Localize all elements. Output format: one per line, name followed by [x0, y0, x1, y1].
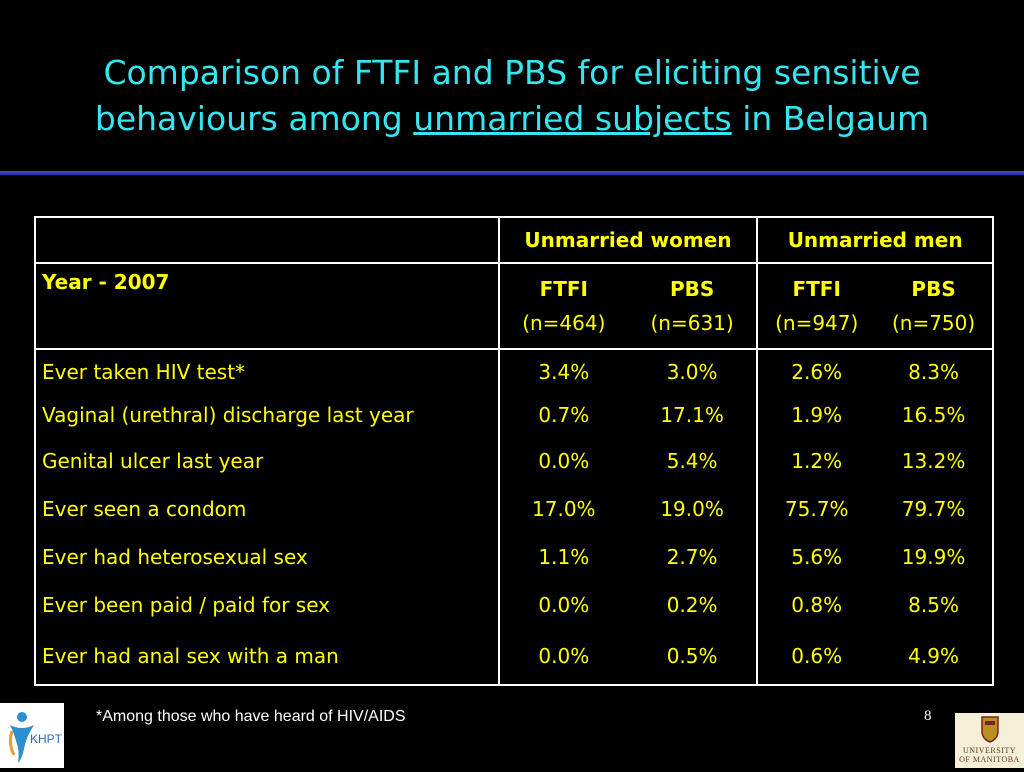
value-cell: 8.3%	[908, 360, 959, 384]
value-cell: 0.0%	[538, 593, 590, 617]
value-cell: 0.7%	[538, 403, 590, 427]
header-unmarried-women: Unmarried women	[497, 216, 759, 264]
header-unmarried-men: Unmarried men	[756, 216, 994, 264]
women-methods-cell: FTFI PBS (n=464) (n=631)	[497, 262, 759, 350]
title-line-1: Comparison of FTFI and PBS for eliciting…	[103, 53, 921, 92]
value-cell: 1.1%	[538, 545, 590, 569]
value-cell: 17.0%	[532, 497, 596, 521]
value-cell: 75.7%	[784, 497, 849, 521]
women-value-list: 3.4% 3.0% 0.7% 17.1% 0.0% 5.4% 17.0% 19.0% 1…	[500, 351, 757, 683]
row-label: Ever been paid / paid for sex	[42, 593, 330, 617]
data-block-row: Ever taken HIV test* Vaginal (urethral) …	[34, 348, 994, 686]
value-cell: 1.9%	[791, 403, 843, 427]
value-row: 5.6% 19.9%	[758, 533, 992, 581]
row-label: Ever had anal sex with a man	[42, 644, 339, 668]
group-header-row: Unmarried women Unmarried men	[34, 216, 994, 264]
value-cell: 1.2%	[791, 449, 843, 473]
value-row: 1.9% 16.5%	[758, 393, 992, 437]
comparison-table: Unmarried women Unmarried men Year - 200…	[34, 216, 994, 686]
title-line-2-start: behaviours among	[94, 99, 414, 138]
row-label: Vaginal (urethral) discharge last year	[42, 403, 414, 427]
footnote: *Among those who have heard of HIV/AIDS	[96, 708, 406, 725]
sample-size: (n=750)	[891, 311, 976, 335]
value-cell: 0.5%	[666, 644, 718, 668]
value-cell: 17.1%	[660, 403, 724, 427]
row-labels-column: Ever taken HIV test* Vaginal (urethral) …	[34, 348, 500, 686]
value-cell: 0.6%	[791, 644, 843, 668]
sample-size: (n=631)	[650, 311, 734, 335]
method-name: FTFI	[792, 277, 841, 301]
value-cell: 5.6%	[791, 545, 843, 569]
method-name: PBS	[669, 277, 715, 301]
method-name: FTFI	[539, 277, 588, 301]
value-row: 75.7% 79.7%	[758, 485, 992, 533]
university-logo-line-2: of Manitoba	[959, 755, 1020, 764]
value-cell: 2.7%	[666, 545, 718, 569]
value-cell: 0.0%	[538, 644, 590, 668]
value-row: 3.4% 3.0%	[500, 351, 757, 393]
khpt-logo-icon: KHPT	[8, 712, 63, 763]
slide-title: Comparison of FTFI and PBS for eliciting…	[0, 50, 1024, 142]
title-divider	[0, 171, 1024, 175]
value-row: 2.6% 8.3%	[758, 351, 992, 393]
khpt-logo: KHPT	[0, 703, 64, 768]
row-label-list: Ever taken HIV test* Vaginal (urethral) …	[42, 351, 498, 683]
value-row: 0.0% 0.5%	[500, 629, 757, 683]
value-row: 0.6% 4.9%	[758, 629, 992, 683]
value-cell: 8.5%	[908, 593, 959, 617]
value-cell: 5.4%	[666, 449, 718, 473]
value-cell: 19.0%	[660, 497, 724, 521]
value-cell: 3.0%	[666, 360, 718, 384]
university-logo-text: University of Manitoba	[955, 746, 1024, 764]
year-label: Year - 2007	[34, 262, 500, 350]
men-values-column: 2.6% 8.3% 1.9% 16.5% 1.2% 13.2% 75.7% 79.7% …	[756, 348, 994, 686]
value-row: 0.0% 0.2%	[500, 581, 757, 629]
sample-size: (n=464)	[522, 311, 606, 335]
method-name: PBS	[911, 277, 956, 301]
value-row: 1.2% 13.2%	[758, 437, 992, 485]
page-number: 8	[924, 708, 932, 724]
men-sample-sizes: (n=947) (n=750)	[758, 311, 992, 335]
value-cell: 4.9%	[908, 644, 959, 668]
university-logo: University of Manitoba	[955, 713, 1024, 768]
title-line-2-end: in Belgaum	[731, 99, 930, 138]
value-row: 1.1% 2.7%	[500, 533, 757, 581]
women-method-names: FTFI PBS	[500, 277, 757, 301]
value-cell: 16.5%	[901, 403, 966, 427]
value-cell: 0.8%	[791, 593, 843, 617]
value-cell: 79.7%	[901, 497, 966, 521]
value-cell: 13.2%	[901, 449, 966, 473]
row-label: Ever had heterosexual sex	[42, 545, 308, 569]
title-underlined-text: unmarried subjects	[413, 99, 732, 138]
value-cell: 0.0%	[538, 449, 590, 473]
empty-corner-cell	[34, 216, 500, 264]
value-row: 0.0% 5.4%	[500, 437, 757, 485]
value-row: 0.7% 17.1%	[500, 393, 757, 437]
value-cell: 2.6%	[791, 360, 843, 384]
men-value-list: 2.6% 8.3% 1.9% 16.5% 1.2% 13.2% 75.7% 79.7% …	[758, 351, 992, 683]
value-cell: 0.2%	[666, 593, 718, 617]
women-sample-sizes: (n=464) (n=631)	[500, 311, 757, 335]
men-method-names: FTFI PBS	[758, 277, 992, 301]
men-methods-cell: FTFI PBS (n=947) (n=750)	[756, 262, 994, 350]
value-cell: 19.9%	[901, 545, 966, 569]
sample-size: (n=947)	[775, 311, 859, 335]
value-cell: 3.4%	[538, 360, 590, 384]
value-row: 0.8% 8.5%	[758, 581, 992, 629]
university-logo-line-1: University	[963, 746, 1016, 755]
women-values-column: 3.4% 3.0% 0.7% 17.1% 0.0% 5.4% 17.0% 19.0% 1…	[497, 348, 759, 686]
value-row: 17.0% 19.0%	[500, 485, 757, 533]
crest-icon	[981, 716, 999, 743]
row-label: Genital ulcer last year	[42, 449, 264, 473]
row-label: Ever taken HIV test*	[42, 360, 246, 384]
svg-text:KHPT: KHPT	[30, 732, 63, 746]
method-header-row: Year - 2007 FTFI PBS (n=464) (n=631) FTF…	[34, 262, 994, 350]
title-line-2: behaviours among unmarried subjects in B…	[0, 96, 1024, 142]
row-label: Ever seen a condom	[42, 497, 247, 521]
